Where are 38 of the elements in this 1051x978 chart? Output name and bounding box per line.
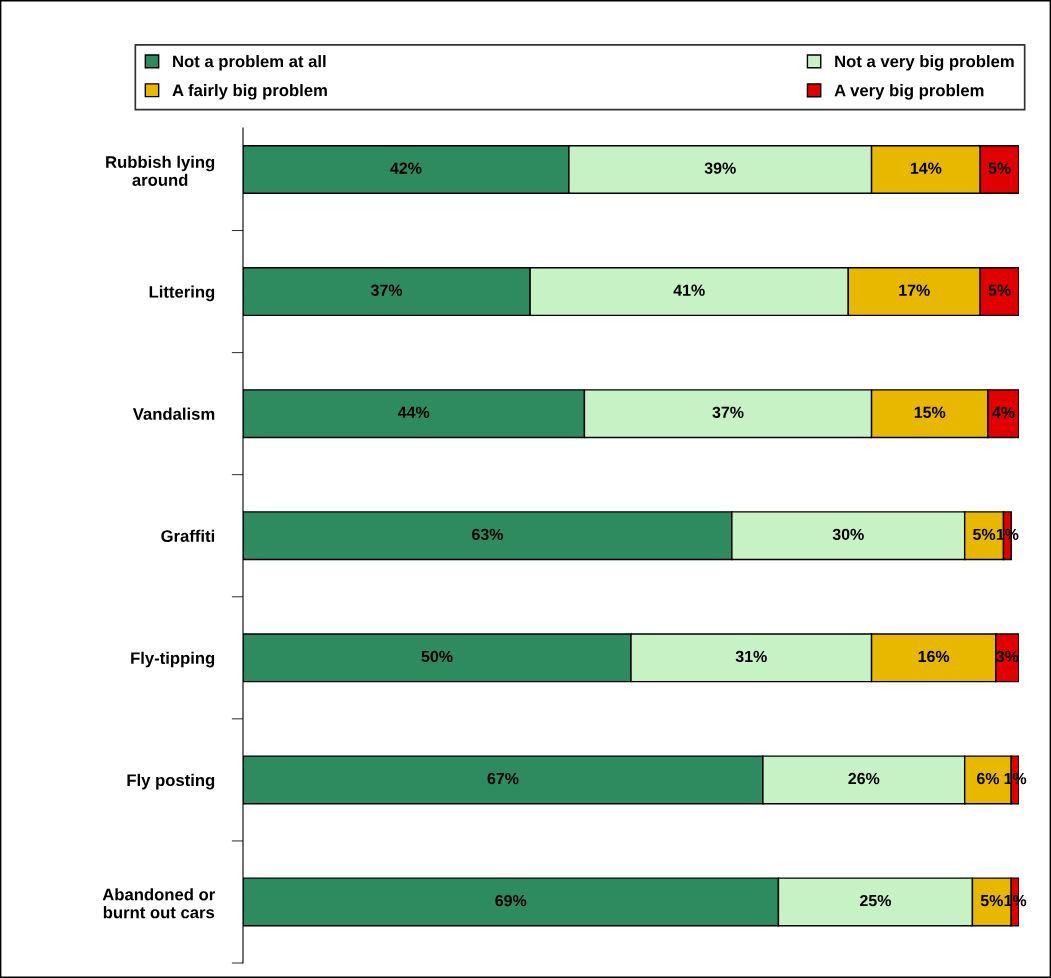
legend-label: Not a problem at all bbox=[173, 55, 326, 71]
y-tick-label: Graffiti bbox=[161, 529, 215, 542]
legend-label: Not a very big problem bbox=[835, 55, 1014, 71]
data-label: 39% bbox=[704, 162, 736, 174]
data-label: 5% bbox=[988, 162, 1011, 174]
data-label: 1% bbox=[1004, 772, 1027, 785]
data-label: 15% bbox=[914, 406, 946, 418]
data-label: 41% bbox=[673, 284, 705, 296]
y-tick-label: Littering bbox=[149, 285, 215, 302]
data-label: 6% bbox=[977, 772, 1000, 785]
y-tick-label: Abandoned or burnt out cars bbox=[102, 888, 215, 919]
data-label: 1% bbox=[996, 528, 1019, 540]
data-label: 25% bbox=[860, 894, 891, 907]
y-tick-label: Fly-tipping bbox=[131, 651, 215, 668]
data-label: 17% bbox=[899, 284, 930, 296]
data-label: 5% bbox=[988, 284, 1011, 296]
data-label: 44% bbox=[397, 406, 430, 418]
data-label: 26% bbox=[848, 772, 880, 785]
data-label: 67% bbox=[487, 772, 519, 785]
data-label: 63% bbox=[472, 528, 503, 541]
data-label: 50% bbox=[421, 650, 453, 663]
y-tick-label: Rubbish lying around bbox=[106, 155, 215, 186]
data-label: 4% bbox=[992, 406, 1015, 418]
data-label: 16% bbox=[918, 650, 950, 663]
data-label: 31% bbox=[735, 650, 767, 663]
data-label: 14% bbox=[910, 162, 942, 174]
y-tick-label: Vandalism bbox=[132, 407, 215, 420]
data-label: 42% bbox=[390, 162, 422, 174]
legend-label: A fairly big problem bbox=[172, 83, 327, 100]
data-label: 30% bbox=[832, 528, 864, 541]
data-label: 37% bbox=[712, 406, 744, 418]
data-label: 1% bbox=[1004, 894, 1027, 907]
y-tick-label: Fly posting bbox=[127, 773, 215, 790]
legend-label: A very big problem bbox=[834, 84, 984, 100]
data-label: 5% bbox=[973, 528, 996, 541]
data-label: 5% bbox=[980, 894, 1003, 907]
data-label: 37% bbox=[370, 284, 403, 296]
data-label: 69% bbox=[495, 894, 527, 907]
